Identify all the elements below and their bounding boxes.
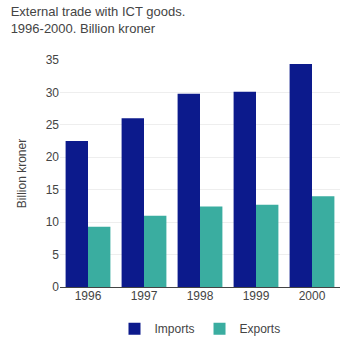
svg-text:Billion kroner: Billion kroner [15, 139, 29, 208]
svg-text:35: 35 [46, 53, 60, 67]
svg-text:1996: 1996 [75, 289, 102, 303]
svg-text:30: 30 [46, 86, 60, 100]
svg-text:20: 20 [46, 150, 60, 164]
svg-text:25: 25 [46, 118, 60, 132]
svg-text:2000: 2000 [299, 289, 326, 303]
svg-text:5: 5 [52, 248, 59, 262]
svg-text:0: 0 [52, 280, 59, 294]
svg-text:1997: 1997 [131, 289, 158, 303]
svg-text:External trade with ICT goods.: External trade with ICT goods.1996-2000.… [11, 4, 186, 36]
svg-text:Exports: Exports [240, 322, 281, 336]
svg-text:1999: 1999 [243, 289, 270, 303]
svg-text:15: 15 [46, 183, 60, 197]
svg-text:10: 10 [46, 215, 60, 229]
svg-text:1998: 1998 [187, 289, 214, 303]
svg-text:Imports: Imports [155, 322, 195, 336]
